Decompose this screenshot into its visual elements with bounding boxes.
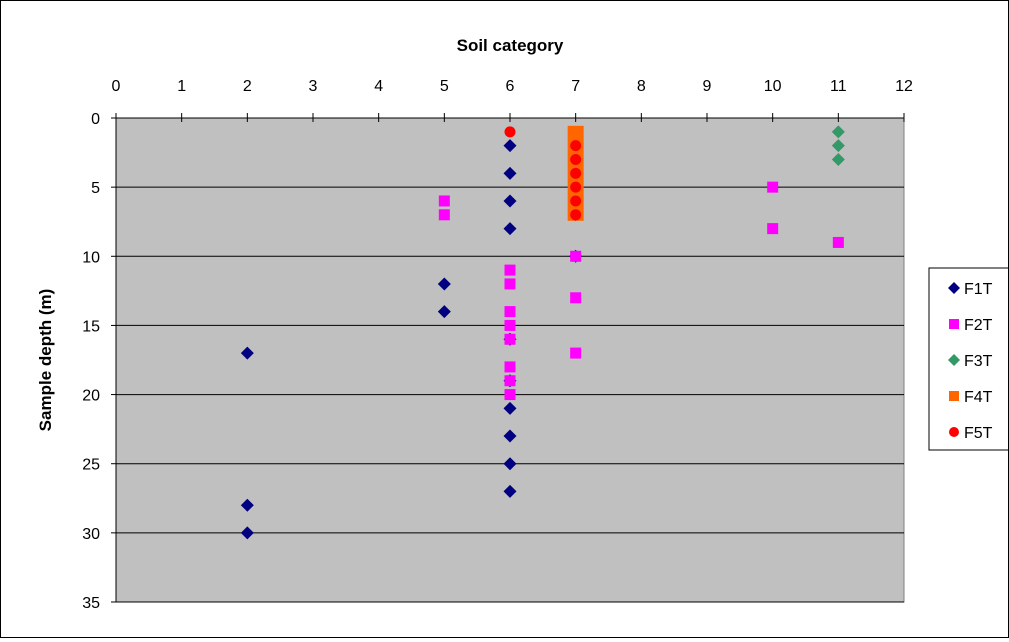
point-f3t (831, 139, 845, 153)
y-tick-label: 35 (82, 595, 100, 612)
y-tick-label: 30 (82, 526, 100, 543)
point-f2t (570, 292, 582, 304)
point-f5t (570, 209, 582, 221)
point-f2t (504, 389, 516, 401)
legend-box (928, 267, 1009, 451)
x-tick-label: 8 (637, 78, 646, 95)
series-f2t (438, 181, 844, 401)
x-tick-label: 6 (506, 78, 515, 95)
point-f5t (504, 126, 516, 138)
plot-area (115, 117, 905, 603)
point-f1t (503, 457, 517, 471)
x-axis-ticks: 0 1 2 3 4 5 6 7 8 9 10 11 12 (112, 78, 913, 122)
legend-label: F2T (964, 317, 993, 334)
point-f2t (832, 236, 844, 248)
legend-label: F5T (964, 425, 993, 442)
y-tick-label: 20 (82, 388, 100, 405)
y-axis-ticks: 0 5 10 15 20 25 30 35 (82, 111, 116, 612)
point-f2t (504, 264, 516, 276)
point-f2t (767, 181, 779, 193)
point-f1t (240, 498, 254, 512)
legend-label: F1T (964, 281, 993, 298)
point-f1t (240, 526, 254, 540)
x-tick-label: 12 (895, 78, 913, 95)
point-f5t (570, 140, 582, 152)
x-tick-label: 9 (703, 78, 712, 95)
x-tick-label: 1 (177, 78, 186, 95)
point-f2t (438, 195, 450, 207)
x-tick-label: 3 (309, 78, 318, 95)
x-tick-label: 5 (440, 78, 449, 95)
y-tick-label: 0 (91, 111, 100, 128)
data-points (240, 125, 845, 540)
y-tick-label: 5 (91, 180, 100, 197)
point-f1t (240, 346, 254, 360)
point-f1t (503, 222, 517, 236)
x-tick-label: 4 (374, 78, 383, 95)
series-f5t (504, 126, 582, 221)
point-f2t (504, 361, 516, 373)
legend-marker-f5t (949, 427, 959, 437)
point-f2t (570, 347, 582, 359)
point-f5t (570, 153, 582, 165)
x-axis-label: Soil category (457, 36, 564, 55)
point-f5t (570, 167, 582, 179)
point-f2t (438, 209, 450, 221)
point-f1t (437, 305, 451, 319)
legend: F1T F2T F3T F4T F5T (928, 267, 1009, 451)
legend-label: F4T (964, 389, 993, 406)
point-f1t (503, 429, 517, 443)
x-tick-label: 7 (571, 78, 580, 95)
point-f1t (503, 194, 517, 208)
x-tick-label: 11 (830, 78, 847, 95)
point-f1t (503, 401, 517, 415)
point-f2t (504, 333, 516, 345)
point-f4t (570, 126, 582, 138)
point-f1t (503, 484, 517, 498)
x-tick-label: 2 (243, 78, 252, 95)
legend-marker-f4t (949, 391, 959, 401)
legend-marker-f3t (948, 354, 960, 366)
point-f5t (570, 195, 582, 207)
x-tick-label: 10 (764, 78, 782, 95)
legend-marker-f1t (948, 282, 960, 294)
x-tick-label: 0 (112, 78, 121, 95)
point-f2t (504, 306, 516, 318)
point-f5t (570, 181, 582, 193)
y-tick-label: 25 (82, 457, 100, 474)
y-tick-label: 15 (82, 318, 100, 335)
y-tick-label: 10 (82, 249, 100, 266)
y-axis-label: Sample depth (m) (36, 289, 55, 432)
point-f2t (767, 223, 779, 235)
point-f1t (503, 139, 517, 153)
point-f3t (831, 152, 845, 166)
legend-marker-f2t (949, 319, 959, 329)
point-f2t (570, 250, 582, 262)
point-f2t (504, 319, 516, 331)
point-f1t (503, 166, 517, 180)
point-f2t (504, 278, 516, 290)
legend-label: F3T (964, 353, 993, 370)
point-f2t (504, 375, 516, 387)
point-f1t (437, 277, 451, 291)
